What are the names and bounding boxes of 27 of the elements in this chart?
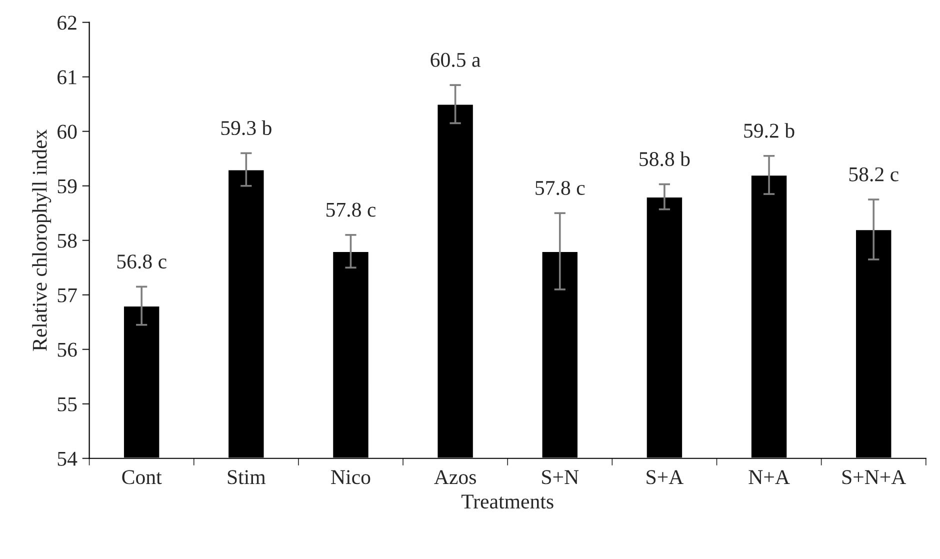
- x-tick-label: S+N: [542, 470, 579, 484]
- y-tick-label: 59: [58, 179, 77, 194]
- data-label: 57.8 c: [536, 180, 585, 196]
- y-tick-label: 55: [58, 397, 77, 412]
- x-tick-label: Nico: [331, 470, 370, 484]
- y-tick-label: 58: [58, 234, 77, 248]
- x-axis-title: Treatments: [461, 494, 554, 509]
- x-tick-label: N+A: [748, 470, 790, 484]
- y-tick-label: 57: [58, 288, 77, 302]
- data-label: 60.5 a: [430, 52, 480, 68]
- x-tick-label: S+A: [646, 470, 684, 484]
- x-tick-label: Azos: [434, 470, 476, 484]
- y-tick-label: 56: [58, 342, 77, 357]
- data-label: 58.8 b: [640, 151, 690, 166]
- y-axis-title: Relative chlorophyll index: [32, 130, 52, 351]
- x-tick-label: Cont: [122, 470, 162, 484]
- y-tick-label: 54: [58, 452, 78, 466]
- y-tick-label: 60: [58, 124, 77, 139]
- y-tick-label: 61: [58, 70, 76, 84]
- x-tick-label: S+N+A: [842, 470, 906, 484]
- x-tick-label: Stim: [228, 470, 266, 484]
- data-label: 56.8 c: [117, 254, 166, 269]
- data-label: 59.2 b: [744, 123, 794, 138]
- data-label: 59.3 b: [221, 120, 272, 136]
- data-label: 58.2 c: [849, 167, 898, 182]
- data-label: 57.8 c: [326, 202, 376, 217]
- y-tick-label: 62: [58, 16, 76, 30]
